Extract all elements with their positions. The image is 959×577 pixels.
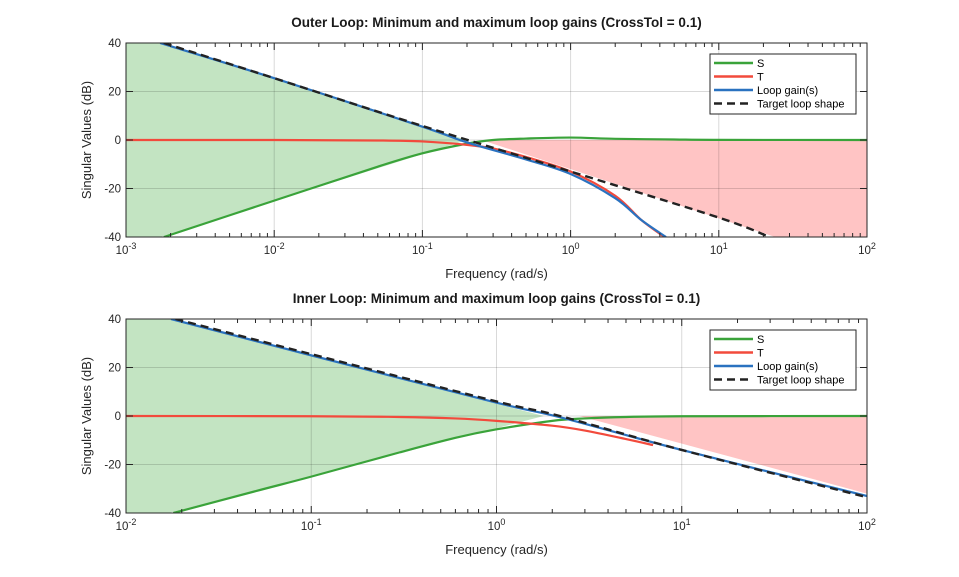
legend-label-loop-gain-s: Loop gain(s) xyxy=(757,361,818,373)
max-gain-region xyxy=(481,140,867,237)
series-target-loop-shape xyxy=(163,43,770,237)
y-axis-label: Singular Values (dB) xyxy=(79,81,94,199)
y-tick-label: 0 xyxy=(115,135,121,147)
y-tick-label: 20 xyxy=(108,87,121,99)
ticks xyxy=(125,42,868,238)
y-tick-label: -40 xyxy=(104,232,121,244)
y-tick-label: 40 xyxy=(108,38,121,50)
y-tick-label: 0 xyxy=(115,411,121,423)
series-target-loop-shape xyxy=(175,319,867,499)
y-tick-label: -40 xyxy=(104,508,121,520)
x-tick-label: 10-2 xyxy=(264,241,285,257)
x-tick-label: 10-3 xyxy=(116,241,137,257)
legend-label-target-loop-shape: Target loop shape xyxy=(757,375,844,387)
series-lines xyxy=(126,319,867,513)
x-tick-label: 102 xyxy=(858,517,876,533)
series-s xyxy=(163,136,867,237)
x-tick-label: 10-1 xyxy=(412,241,433,257)
legend-label-loop-gain-s: Loop gain(s) xyxy=(757,85,818,97)
x-tick-label: 100 xyxy=(562,241,580,257)
y-tick-label: -20 xyxy=(104,460,121,472)
x-tick-label: 10-2 xyxy=(116,517,137,533)
y-axis-label: Singular Values (dB) xyxy=(79,357,94,475)
chart-title: Outer Loop: Minimum and maximum loop gai… xyxy=(291,15,701,30)
x-tick-label: 100 xyxy=(488,517,506,533)
series-s xyxy=(173,414,867,513)
ticks xyxy=(125,318,868,514)
x-tick-label: 101 xyxy=(673,517,691,533)
chart-inner-loop: 10-2 10-1 100 101 102 -40 -20 0 20 40 Inner Loop: … xyxy=(79,291,876,557)
legend-label-t: T xyxy=(757,72,764,84)
x-tick-label: 10-1 xyxy=(301,517,322,533)
chart-title: Inner Loop: Minimum and maximum loop gai… xyxy=(293,291,700,306)
chart-outer-loop: 10-3 10-2 10-1 100 101 102 -40 -20 0 20 40 Outer Lo… xyxy=(79,15,876,281)
series-lines xyxy=(126,43,867,237)
y-tick-label: 40 xyxy=(108,314,121,326)
x-axis-label: Frequency (rad/s) xyxy=(445,542,548,557)
max-gain-region xyxy=(579,416,867,494)
y-tick-label: -20 xyxy=(104,184,121,196)
series-t xyxy=(126,414,654,447)
legend-label-t: T xyxy=(757,348,764,360)
legend-label-s: S xyxy=(757,58,764,70)
x-tick-label: 101 xyxy=(710,241,728,257)
y-tick-label: 20 xyxy=(108,363,121,375)
x-tick-label: 102 xyxy=(858,241,876,257)
legend-label-target-loop-shape: Target loop shape xyxy=(757,99,844,111)
legend-label-s: S xyxy=(757,334,764,346)
x-axis-label: Frequency (rad/s) xyxy=(445,266,548,281)
